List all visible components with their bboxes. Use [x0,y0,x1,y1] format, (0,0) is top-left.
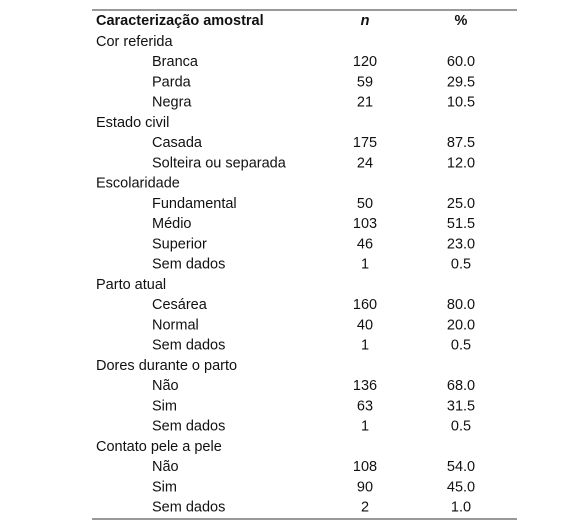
row-label: Normal [152,317,199,333]
row-n: 103 [353,216,377,232]
row-percent: 29.5 [447,74,475,90]
row-n: 1 [361,419,369,435]
header-percent: % [455,13,468,29]
row-percent: 60.0 [447,54,475,70]
row-label: Sem dados [152,257,225,273]
row-percent: 0.5 [451,338,471,354]
row-percent: 25.0 [447,196,475,212]
group-label: Estado civil [96,115,169,131]
row-label: Cesárea [152,297,208,313]
row-percent: 31.5 [447,398,475,414]
row-n: 2 [361,500,369,516]
row-n: 136 [353,378,377,394]
row-n: 1 [361,338,369,354]
row-n: 59 [357,74,373,90]
row-label: Sem dados [152,338,225,354]
row-percent: 54.0 [447,459,475,475]
row-label: Negra [152,95,192,111]
row-n: 63 [357,398,373,414]
row-n: 46 [357,236,373,252]
row-percent: 1.0 [451,500,471,516]
row-label: Médio [152,216,192,232]
header-label: Caracterização amostral [96,13,264,29]
row-percent: 10.5 [447,95,475,111]
row-label: Não [152,378,179,394]
row-percent: 0.5 [451,257,471,273]
row-label: Branca [152,54,199,70]
row-percent: 45.0 [447,479,475,495]
row-label: Fundamental [152,196,237,212]
row-percent: 20.0 [447,317,475,333]
header-n: n [361,13,370,29]
row-n: 160 [353,297,377,313]
row-label: Sim [152,479,177,495]
group-label: Parto atual [96,277,166,293]
row-n: 50 [357,196,373,212]
row-label: Superior [152,236,207,252]
row-percent: 80.0 [447,297,475,313]
group-label: Dores durante o parto [96,358,237,374]
row-label: Parda [152,74,192,90]
row-label: Não [152,459,179,475]
row-n: 24 [357,155,373,171]
row-percent: 12.0 [447,155,475,171]
row-percent: 0.5 [451,419,471,435]
row-label: Casada [152,135,203,151]
row-percent: 51.5 [447,216,475,232]
row-label: Sem dados [152,500,225,516]
group-label: Cor referida [96,34,173,50]
group-label: Escolaridade [96,176,180,192]
row-label: Sem dados [152,419,225,435]
row-n: 21 [357,95,373,111]
row-percent: 23.0 [447,236,475,252]
row-label: Sim [152,398,177,414]
row-percent: 68.0 [447,378,475,394]
row-n: 175 [353,135,377,151]
row-n: 1 [361,257,369,273]
row-label: Solteira ou separada [152,155,287,171]
row-n: 108 [353,459,377,475]
row-percent: 87.5 [447,135,475,151]
row-n: 120 [353,54,377,70]
row-n: 90 [357,479,373,495]
group-label: Contato pele a pele [96,439,222,455]
row-n: 40 [357,317,373,333]
